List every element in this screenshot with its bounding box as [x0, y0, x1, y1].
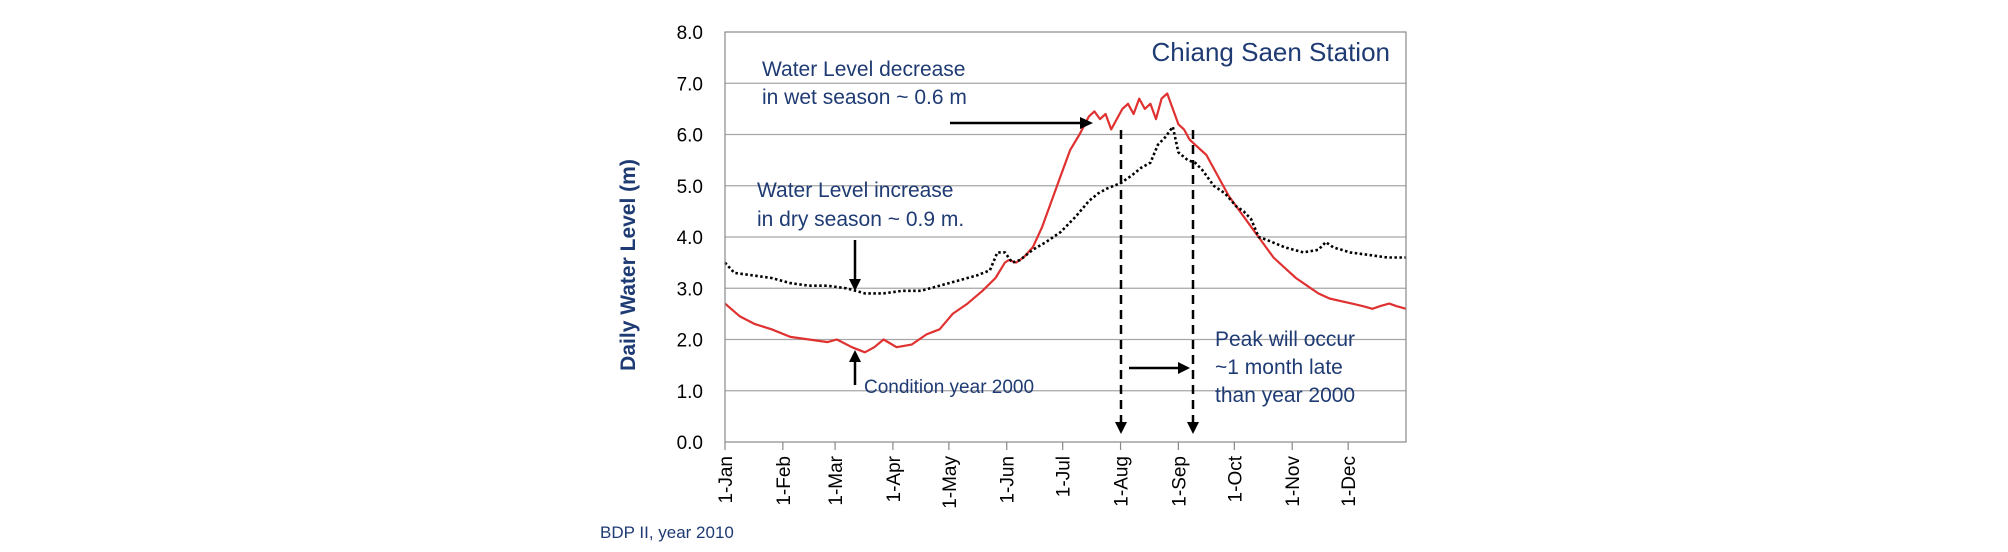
- x-tick-label: 1-Aug: [1112, 456, 1133, 507]
- y-tick-label: 3.0: [677, 279, 703, 300]
- x-tick-label: 1-Apr: [884, 455, 905, 502]
- annotation-peak-line2: ~1 month late: [1215, 356, 1343, 379]
- annotation-condition: Condition year 2000: [864, 377, 1034, 398]
- x-tick-label: 1-Nov: [1283, 456, 1304, 507]
- arrowhead-peak-shift: [1178, 362, 1190, 374]
- annotation-peak-line1: Peak will occur: [1215, 328, 1355, 351]
- x-tick-label: 1-May: [940, 456, 961, 509]
- x-tick-label: 1-Oct: [1225, 455, 1246, 502]
- annotation-dry-line1: Water Level increase: [757, 179, 953, 202]
- arrowhead-dry: [849, 279, 861, 291]
- y-tick-label: 1.0: [677, 382, 703, 403]
- y-tick-label: 8.0: [677, 23, 703, 44]
- x-tick-label: 1-Dec: [1339, 456, 1360, 507]
- series-lines: [724, 92, 1407, 354]
- y-tick-label: 7.0: [677, 74, 703, 95]
- arrowhead-condition: [849, 350, 861, 362]
- series-line-year-2000: [724, 92, 1407, 354]
- y-tick-label: 5.0: [677, 177, 703, 198]
- x-tick-label: 1-Jan: [716, 456, 737, 504]
- peak-marker-current-arrowhead: [1187, 422, 1199, 434]
- annotation-wet-line1: Water Level decrease: [762, 58, 966, 81]
- series-line-current: [724, 125, 1406, 295]
- peak-marker-2000-arrowhead: [1115, 422, 1127, 434]
- arrowhead-wet: [1080, 117, 1093, 129]
- y-tick-label: 6.0: [677, 126, 703, 147]
- y-axis-label: Daily Water Level (m): [617, 159, 640, 371]
- annotation-peak-line3: than year 2000: [1215, 384, 1355, 407]
- x-tick-label: 1-Jul: [1054, 456, 1075, 497]
- y-tick-label: 2.0: [677, 331, 703, 352]
- source-note: BDP II, year 2010: [600, 523, 734, 542]
- annotation-dry-line2: in dry season ~ 0.9 m.: [757, 208, 964, 231]
- plot-frame: [724, 31, 1407, 443]
- x-tick-label: 1-Jun: [998, 456, 1019, 504]
- y-tick-label: 4.0: [677, 228, 703, 249]
- x-tick-label: 1-Mar: [826, 455, 847, 505]
- y-tick-label: 0.0: [677, 433, 703, 454]
- y-tick-labels: 0.0 1.0 2.0 3.0 4.0 5.0 6.0 7.0 8.0: [677, 23, 703, 454]
- x-tick-labels: 1-Jan 1-Feb 1-Mar 1-Apr 1-May 1-Jun 1-Jul 1-Aug…: [716, 442, 1360, 509]
- x-tick-label: 1-Feb: [774, 456, 795, 506]
- x-tick-label: 1-Sep: [1169, 456, 1190, 507]
- chart-title: Chiang Saen Station: [1151, 37, 1390, 67]
- annotation-wet-line2: in wet season ~ 0.6 m: [762, 86, 967, 109]
